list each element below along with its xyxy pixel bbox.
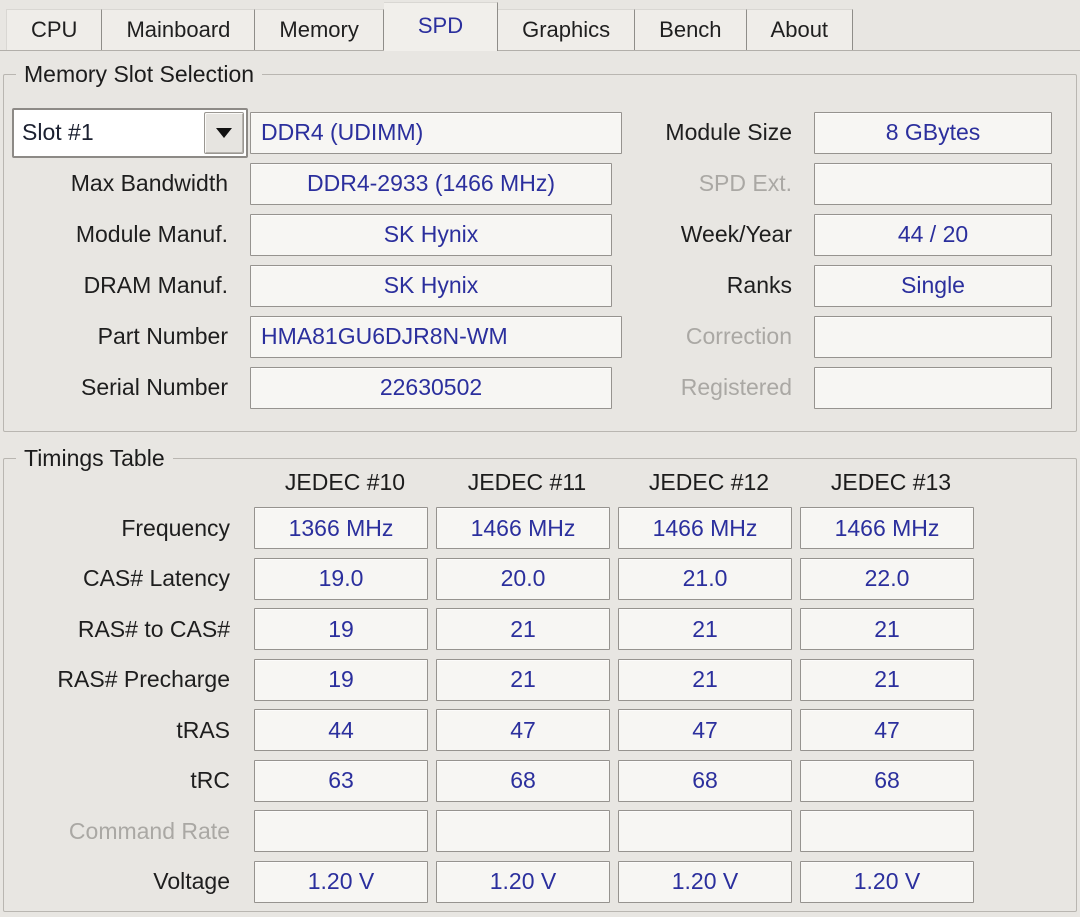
serial-number-field: 22630502 bbox=[250, 366, 612, 409]
timing-cell-cr-jedec13 bbox=[800, 810, 974, 853]
tab-mainboard[interactable]: Mainboard bbox=[102, 9, 256, 50]
tab-bar: CPU Mainboard Memory SPD Graphics Bench … bbox=[0, 0, 1080, 51]
memory-slot-selection-title: Memory Slot Selection bbox=[16, 59, 263, 89]
max-bandwidth-label: Max Bandwidth bbox=[70, 170, 228, 196]
column-header-jedec-11: JEDEC #11 bbox=[467, 469, 587, 495]
timing-cell-voltage-jedec13: 1.20 V bbox=[800, 860, 974, 903]
module-manuf-field: SK Hynix bbox=[250, 213, 612, 256]
ranks-field: Single bbox=[814, 264, 1052, 307]
timings-grid: Frequency 1366 MHz 1466 MHz 1466 MHz 146… bbox=[8, 503, 982, 907]
timing-cell-trp-jedec13: 21 bbox=[800, 658, 974, 701]
timing-cell-tras-jedec11: 47 bbox=[436, 709, 610, 752]
timing-cell-trp-jedec12: 21 bbox=[618, 658, 792, 701]
timing-cell-voltage-jedec12: 1.20 V bbox=[618, 860, 792, 903]
timing-cell-trp-jedec10: 19 bbox=[254, 658, 428, 701]
max-bandwidth-field: DDR4-2933 (1466 MHz) bbox=[250, 162, 612, 205]
timing-cell-trc-jedec11: 68 bbox=[436, 759, 610, 802]
ranks-label: Ranks bbox=[726, 272, 792, 298]
timing-cell-trcd-jedec13: 21 bbox=[800, 608, 974, 651]
timing-cell-cas-jedec13: 22.0 bbox=[800, 557, 974, 600]
timing-cell-cas-jedec10: 19.0 bbox=[254, 557, 428, 600]
tab-spd[interactable]: SPD bbox=[383, 2, 499, 51]
part-number-field: HMA81GU6DJR8N-WM bbox=[250, 315, 622, 358]
row-label-trc: tRC bbox=[190, 767, 230, 794]
timing-cell-cr-jedec10 bbox=[254, 810, 428, 853]
part-number-label: Part Number bbox=[97, 323, 228, 349]
timing-cell-trcd-jedec12: 21 bbox=[618, 608, 792, 651]
spd-ext-label: SPD Ext. bbox=[698, 170, 792, 196]
column-header-jedec-10: JEDEC #10 bbox=[284, 469, 406, 495]
timing-cell-cr-jedec12 bbox=[618, 810, 792, 853]
memory-type-field: DDR4 (UDIMM) bbox=[250, 111, 622, 154]
timing-cell-trcd-jedec11: 21 bbox=[436, 608, 610, 651]
timing-cell-trc-jedec10: 63 bbox=[254, 759, 428, 802]
row-label-ras-to-cas: RAS# to CAS# bbox=[77, 615, 230, 642]
dram-manuf-field: SK Hynix bbox=[250, 264, 612, 307]
timings-table-group: Timings Table JEDEC #10 JEDEC #11 JEDEC … bbox=[3, 443, 1077, 912]
timings-column-headers: JEDEC #10 JEDEC #11 JEDEC #12 JEDEC #13 bbox=[254, 469, 982, 496]
week-year-label: Week/Year bbox=[680, 221, 792, 247]
timing-cell-tras-jedec10: 44 bbox=[254, 709, 428, 752]
tab-memory[interactable]: Memory bbox=[255, 9, 384, 50]
chevron-down-icon bbox=[216, 127, 232, 138]
correction-label: Correction bbox=[685, 323, 792, 349]
timing-cell-cas-jedec11: 20.0 bbox=[436, 557, 610, 600]
correction-field bbox=[814, 315, 1052, 358]
column-header-jedec-12: JEDEC #12 bbox=[648, 469, 770, 495]
row-label-voltage: Voltage bbox=[153, 868, 230, 895]
dram-manuf-label: DRAM Manuf. bbox=[83, 272, 228, 298]
tab-cpu[interactable]: CPU bbox=[6, 9, 103, 50]
spd-ext-field bbox=[814, 162, 1052, 205]
timing-cell-tras-jedec13: 47 bbox=[800, 709, 974, 752]
dropdown-arrow-icon[interactable] bbox=[204, 111, 244, 154]
timing-cell-trcd-jedec10: 19 bbox=[254, 608, 428, 651]
slot-selector[interactable]: Slot #1 bbox=[12, 107, 248, 158]
timing-cell-voltage-jedec11: 1.20 V bbox=[436, 860, 610, 903]
serial-number-label: Serial Number bbox=[81, 374, 228, 400]
timing-cell-tras-jedec12: 47 bbox=[618, 709, 792, 752]
timing-cell-cr-jedec11 bbox=[436, 810, 610, 853]
week-year-field: 44 / 20 bbox=[814, 213, 1052, 256]
tab-graphics[interactable]: Graphics bbox=[498, 9, 636, 50]
timing-cell-frequency-jedec13: 1466 MHz bbox=[800, 507, 974, 550]
row-label-command-rate: Command Rate bbox=[68, 817, 230, 844]
column-header-jedec-13: JEDEC #13 bbox=[830, 469, 952, 495]
row-label-tras: tRAS bbox=[176, 716, 230, 743]
module-manuf-label: Module Manuf. bbox=[75, 221, 228, 247]
timings-table-title: Timings Table bbox=[16, 443, 173, 473]
timing-cell-frequency-jedec10: 1366 MHz bbox=[254, 507, 428, 550]
timing-cell-frequency-jedec11: 1466 MHz bbox=[436, 507, 610, 550]
row-label-ras-precharge: RAS# Precharge bbox=[57, 666, 230, 693]
timing-cell-cas-jedec12: 21.0 bbox=[618, 557, 792, 600]
timing-cell-trc-jedec12: 68 bbox=[618, 759, 792, 802]
slot-selector-value: Slot #1 bbox=[22, 119, 94, 145]
row-label-cas-latency: CAS# Latency bbox=[82, 565, 230, 592]
registered-field bbox=[814, 366, 1052, 409]
tab-bench[interactable]: Bench bbox=[635, 9, 747, 50]
tab-about[interactable]: About bbox=[746, 9, 854, 50]
timing-cell-trc-jedec13: 68 bbox=[800, 759, 974, 802]
memory-slot-selection-group: Memory Slot Selection Slot #1 DDR4 (UDIM… bbox=[3, 59, 1077, 432]
timing-cell-voltage-jedec10: 1.20 V bbox=[254, 860, 428, 903]
memory-slot-grid: Slot #1 DDR4 (UDIMM) Module Size 8 GByte… bbox=[8, 107, 1064, 413]
timing-cell-frequency-jedec12: 1466 MHz bbox=[618, 507, 792, 550]
module-size-field: 8 GBytes bbox=[814, 111, 1052, 154]
row-label-frequency: Frequency bbox=[121, 514, 230, 541]
timing-cell-trp-jedec11: 21 bbox=[436, 658, 610, 701]
module-size-label: Module Size bbox=[665, 119, 792, 145]
registered-label: Registered bbox=[680, 374, 792, 400]
